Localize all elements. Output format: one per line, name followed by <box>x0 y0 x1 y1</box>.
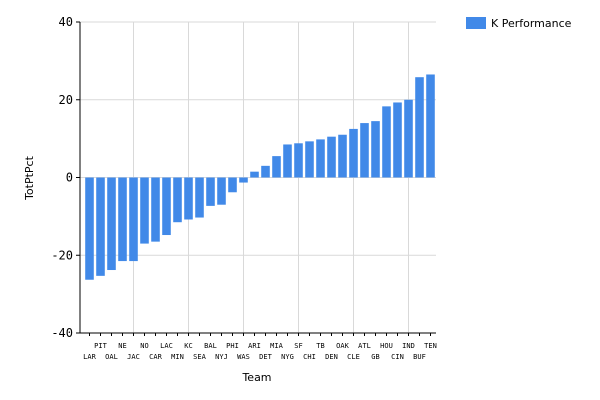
x-tick-label: OAL <box>105 353 118 361</box>
legend: K Performance <box>466 17 572 30</box>
x-tick-label: BAL <box>204 342 217 350</box>
bar-no <box>140 177 149 244</box>
bar-lac <box>162 177 171 236</box>
bar-mia <box>272 156 281 178</box>
x-tick-label: CLE <box>347 353 360 361</box>
x-tick-label: CHI <box>303 353 316 361</box>
bar-cin <box>393 102 402 178</box>
y-tick-label: 40 <box>59 15 73 29</box>
y-tick-label: 0 <box>66 171 73 185</box>
x-tick-label: PIT <box>94 342 107 350</box>
bar-cle <box>349 128 358 178</box>
bar-ne <box>118 177 127 262</box>
x-tick-label: TB <box>316 342 324 350</box>
x-tick-label: CIN <box>391 353 404 361</box>
x-tick-label: ATL <box>358 342 371 350</box>
x-tick-label: LAC <box>160 342 173 350</box>
x-tick-label: NO <box>140 342 148 350</box>
x-tick-label: BUF <box>413 353 426 361</box>
x-tick-label: SF <box>294 342 302 350</box>
x-tick-label: PHI <box>226 342 239 350</box>
bar-buf <box>415 77 424 178</box>
axes <box>76 21 436 336</box>
bar-det <box>261 165 270 178</box>
x-tick-label: MIA <box>270 342 283 350</box>
bar-sea <box>195 177 204 218</box>
x-tick-label: JAC <box>127 353 140 361</box>
bar-phi <box>228 177 237 193</box>
x-tick-label: WAS <box>237 353 250 361</box>
x-tick-label: NYG <box>281 353 294 361</box>
x-tick-label: MIN <box>171 353 184 361</box>
x-tick-label: KC <box>184 342 192 350</box>
bar-car <box>151 177 160 242</box>
bar-tb <box>316 139 325 178</box>
x-tick-label: NYJ <box>215 353 228 361</box>
bar-pit <box>96 177 105 276</box>
bars <box>85 74 435 280</box>
bar-nyg <box>283 144 292 178</box>
y-tick-label: -20 <box>51 248 73 262</box>
y-tick-label: 20 <box>59 93 73 107</box>
bar-ind <box>404 99 413 178</box>
bar-ten <box>426 74 435 178</box>
x-tick-label: DEN <box>325 353 338 361</box>
bar-lar <box>85 177 94 280</box>
y-tick-label: -40 <box>51 326 73 340</box>
bar-jac <box>129 177 138 262</box>
bar-sf <box>294 143 303 178</box>
x-axis-title: Team <box>241 371 271 384</box>
x-tick-label: NE <box>118 342 126 350</box>
x-tick-label: TEN <box>424 342 437 350</box>
x-tick-label: LAR <box>83 353 96 361</box>
bar-oak <box>338 134 347 178</box>
x-tick-label: OAK <box>336 342 349 350</box>
y-tick-labels: -40 -20 0 20 40 <box>51 15 73 340</box>
y-axis-title: TotPtPct <box>23 155 36 201</box>
bar-kc <box>184 177 193 220</box>
bar-atl <box>360 123 369 178</box>
bar-oal <box>107 177 116 271</box>
bar-bal <box>206 177 215 206</box>
bar-den <box>327 136 336 178</box>
x-tick-label: HOU <box>380 342 393 350</box>
x-tick-label: GB <box>371 353 379 361</box>
legend-label: K Performance <box>491 17 572 30</box>
bar-chi <box>305 141 314 178</box>
bar-hou <box>382 106 391 178</box>
bar-min <box>173 177 182 223</box>
x-tick-label: IND <box>402 342 415 350</box>
bar-ari <box>250 171 259 178</box>
bar-nyj <box>217 177 226 205</box>
x-tick-label: ARI <box>248 342 261 350</box>
x-tick-label: CAR <box>149 353 162 361</box>
x-tick-label: DET <box>259 353 272 361</box>
legend-swatch <box>466 17 486 29</box>
bar-was <box>239 177 248 183</box>
x-tick-label: SEA <box>193 353 206 361</box>
bar-gb <box>371 121 380 178</box>
